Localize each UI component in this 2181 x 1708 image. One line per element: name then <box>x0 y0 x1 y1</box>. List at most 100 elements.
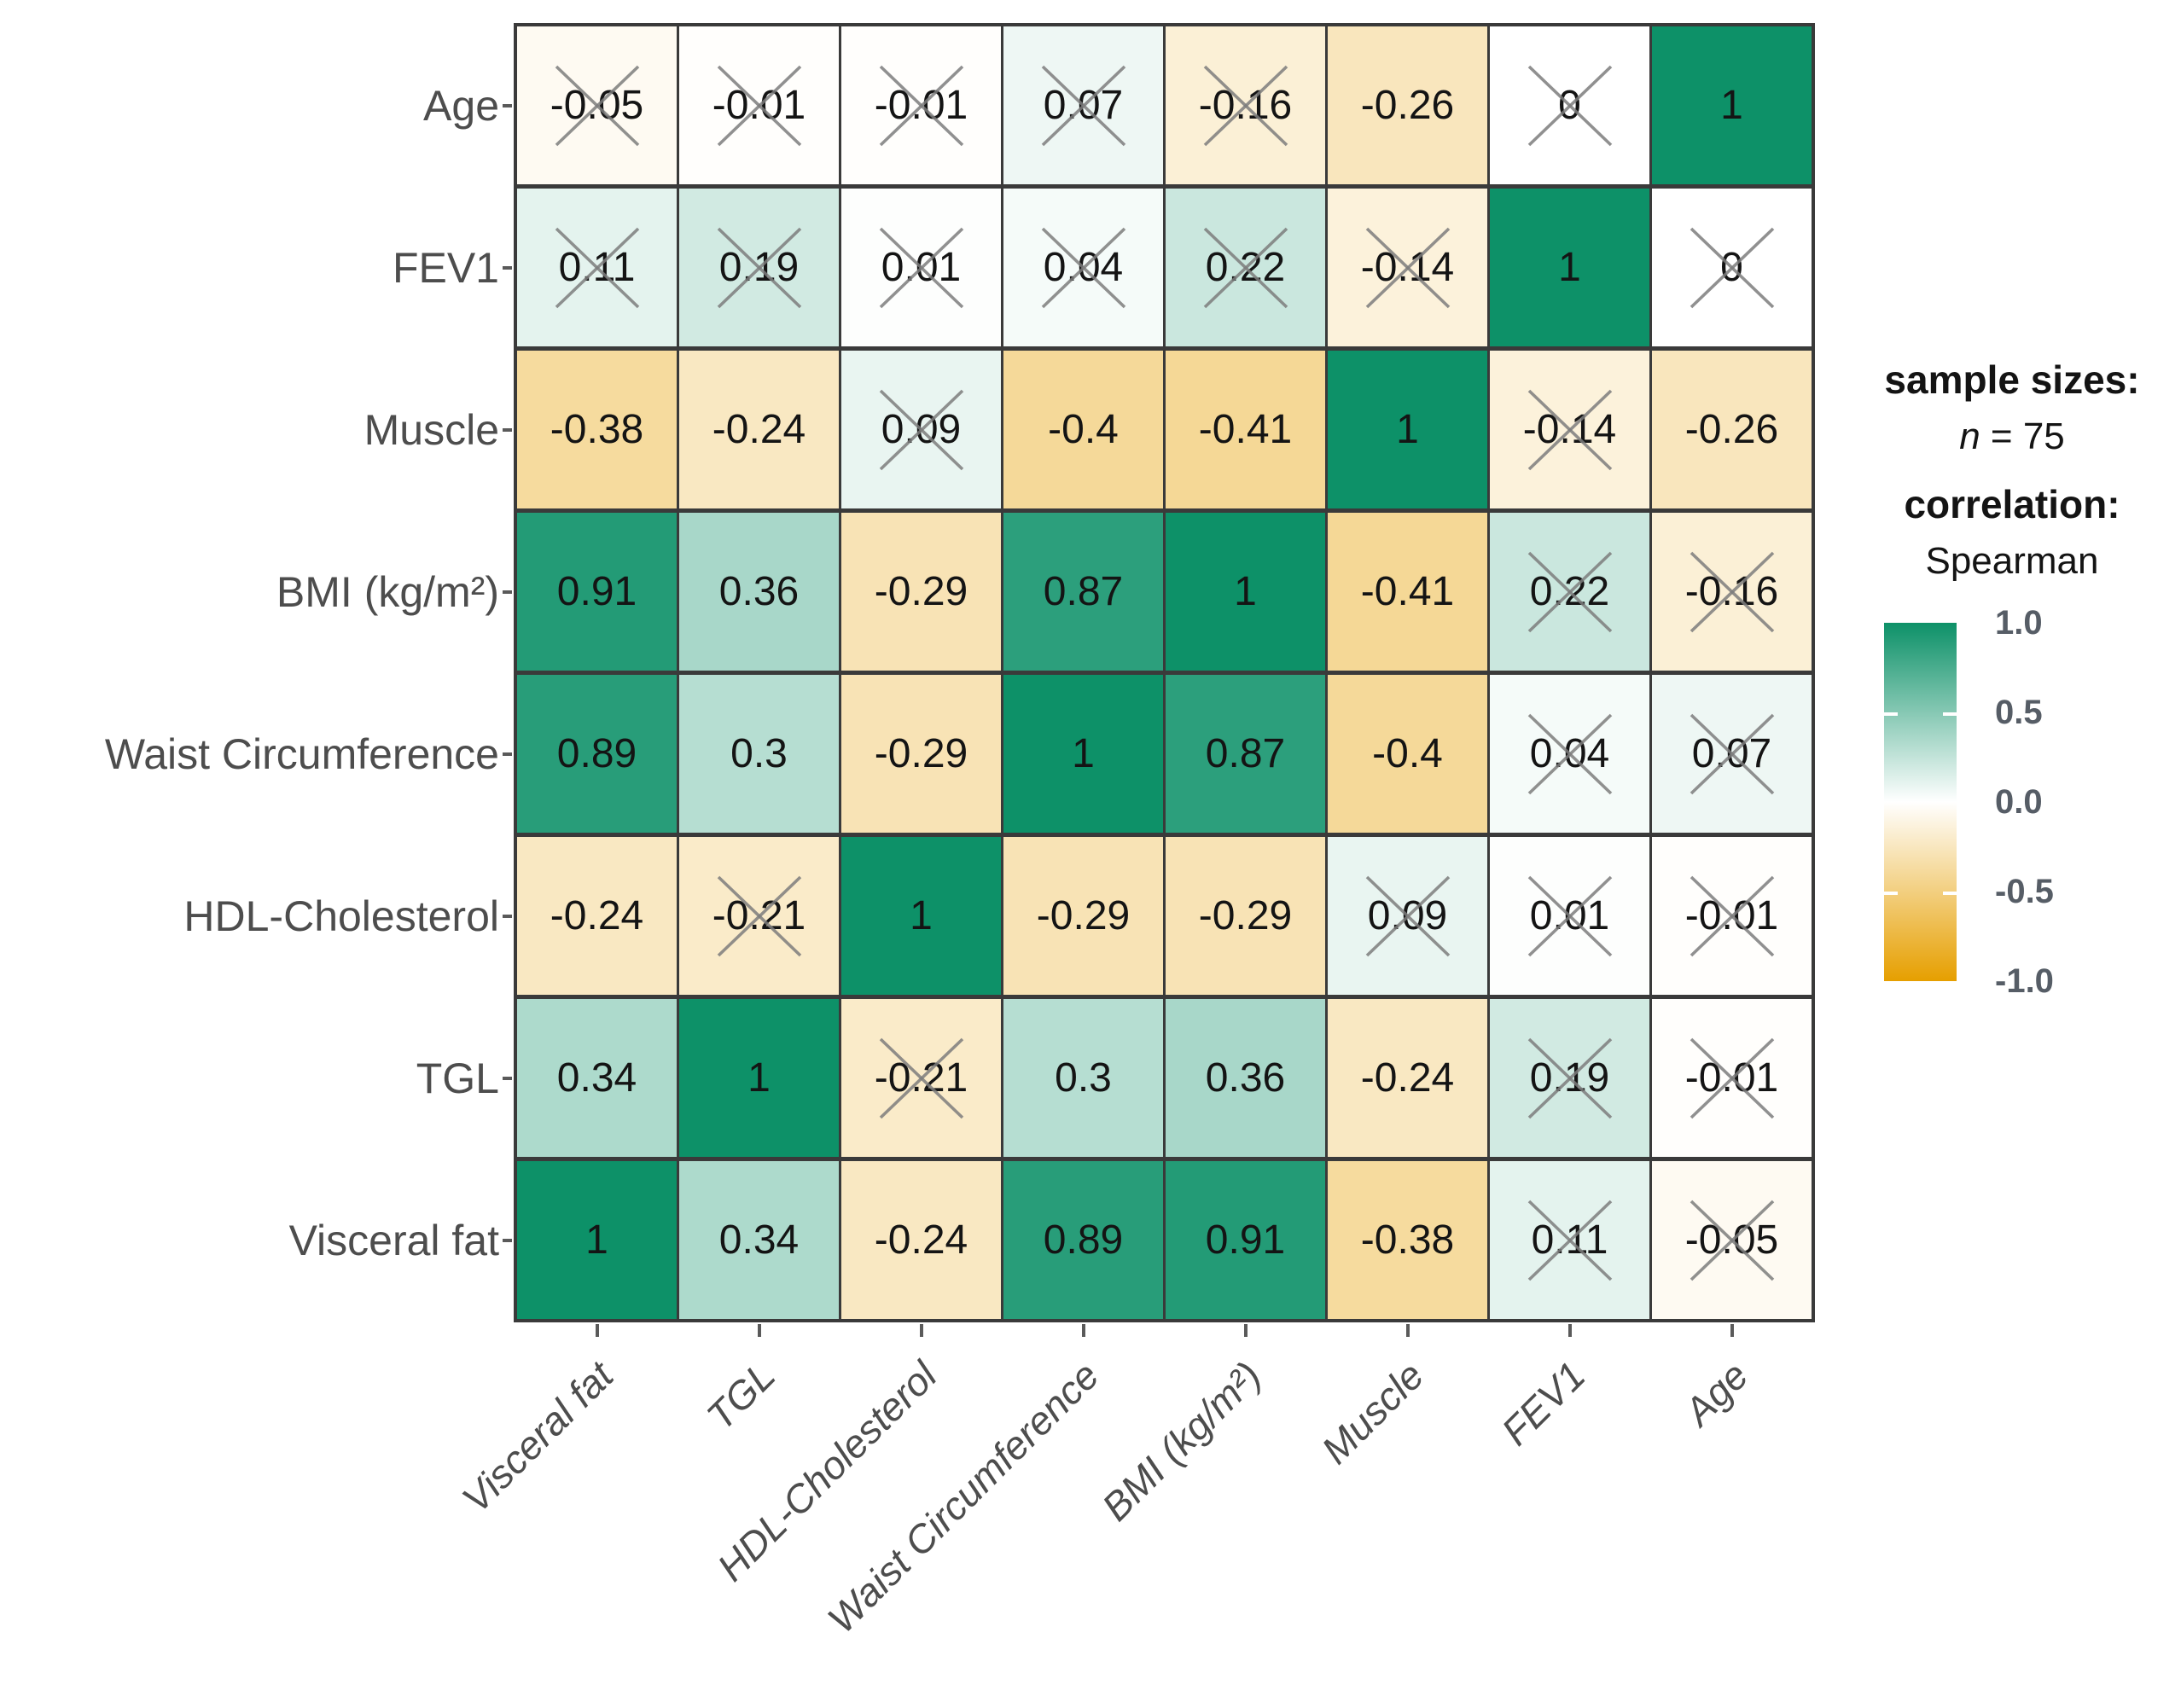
cell-value: -0.01 <box>874 83 968 128</box>
y-axis-tick <box>503 103 512 107</box>
heatmap-cell: -0.21 <box>841 999 1001 1157</box>
cell-value: 0.36 <box>1205 1055 1286 1101</box>
heatmap-cell: 0.11 <box>1490 1161 1649 1319</box>
cell-value: 0 <box>1720 245 1743 290</box>
heatmap-cell: 1 <box>1652 26 1812 184</box>
legend: sample sizes: n = 75 correlation: Spearm… <box>1843 358 2181 1263</box>
x-axis-label: Age <box>1675 1352 1757 1434</box>
cell-value: -0.29 <box>1036 893 1131 938</box>
heatmap-cell: 1 <box>1490 189 1649 346</box>
heatmap-cell: 0.36 <box>679 513 839 671</box>
cell-value: 0.09 <box>1367 893 1448 938</box>
heatmap-cell: 0.34 <box>517 999 677 1157</box>
heatmap-cell: 1 <box>1166 513 1325 671</box>
heatmap-cell: 0.07 <box>1003 26 1163 184</box>
cell-value: -0.29 <box>874 569 968 614</box>
cell-value: -0.4 <box>1372 731 1443 776</box>
cell-value: 0.87 <box>1043 569 1124 614</box>
y-axis-tick <box>503 1076 512 1080</box>
cell-value: -0.05 <box>1684 1217 1779 1263</box>
x-axis-label: BMI (kg/m²) <box>1093 1352 1271 1530</box>
x-axis-tick <box>1081 1324 1085 1337</box>
heatmap-cell: -0.24 <box>1328 999 1487 1157</box>
heatmap-cell: 0.09 <box>841 351 1001 508</box>
heatmap-cell: -0.41 <box>1166 351 1325 508</box>
heatmap-cell: 0.89 <box>517 675 677 833</box>
heatmap-cell: 0.11 <box>517 189 677 346</box>
legend-sample-sizes-label: sample sizes: <box>1884 357 2140 402</box>
cell-value: 0.91 <box>556 569 637 614</box>
colorbar-notch <box>1884 712 1898 716</box>
heatmap-cell: -0.05 <box>517 26 677 184</box>
heatmap-cell: -0.4 <box>1003 351 1163 508</box>
heatmap-cell: -0.21 <box>679 837 839 995</box>
cell-value: -0.01 <box>1684 893 1779 938</box>
heatmap-cell: -0.01 <box>1652 837 1812 995</box>
cell-value: -0.24 <box>874 1217 968 1263</box>
cell-value: 0.3 <box>730 731 788 776</box>
cell-value: 1 <box>910 893 933 938</box>
cell-value: 0 <box>1558 83 1581 128</box>
cell-value: 0.91 <box>1205 1217 1286 1263</box>
cell-value: 0.19 <box>718 245 800 290</box>
heatmap-cell: 0.91 <box>1166 1161 1325 1319</box>
cell-value: 1 <box>1072 731 1095 776</box>
heatmap-cell: -0.26 <box>1328 26 1487 184</box>
cell-value: -0.38 <box>1360 1217 1455 1263</box>
cell-value: 0.09 <box>881 407 962 452</box>
x-axis-label: FEV1 <box>1493 1352 1595 1454</box>
heatmap-cell: -0.16 <box>1166 26 1325 184</box>
cell-value: 0.01 <box>1529 893 1610 938</box>
heatmap-cell: -0.24 <box>841 1161 1001 1319</box>
cell-value: -0.21 <box>874 1055 968 1101</box>
colorbar-tick-label: -0.5 <box>1995 873 2054 910</box>
x-axis-tick <box>919 1324 923 1337</box>
heatmap-cell: -0.29 <box>1003 837 1163 995</box>
heatmap-cell: -0.29 <box>1166 837 1325 995</box>
heatmap-cell: 0.19 <box>1490 999 1649 1157</box>
heatmap-cell: -0.26 <box>1652 351 1812 508</box>
heatmap-cell: -0.24 <box>517 837 677 995</box>
cell-value: -0.14 <box>1522 407 1617 452</box>
cell-value: 1 <box>1720 83 1743 128</box>
x-axis-tick <box>1405 1324 1410 1337</box>
x-axis-label: Waist Circumference <box>819 1352 1108 1641</box>
y-axis-tick <box>503 1238 512 1242</box>
cell-value: 0.04 <box>1529 731 1610 776</box>
colorbar-notch <box>1884 892 1898 895</box>
cell-value: -0.21 <box>712 893 806 938</box>
heatmap-cell: -0.29 <box>841 675 1001 833</box>
heatmap-cell: 0 <box>1490 26 1649 184</box>
x-axis-tick <box>1567 1324 1572 1337</box>
heatmap-cell: 0.19 <box>679 189 839 346</box>
cell-value: 0.07 <box>1691 731 1772 776</box>
x-axis-tick <box>1243 1324 1248 1337</box>
heatmap-cell: -0.24 <box>679 351 839 508</box>
heatmap-cell: -0.14 <box>1490 351 1649 508</box>
legend-method: Spearman <box>1925 540 2099 582</box>
heatmap-cell: -0.14 <box>1328 189 1487 346</box>
heatmap-cell: 0.87 <box>1003 513 1163 671</box>
heatmap-cell: 0.09 <box>1328 837 1487 995</box>
y-axis-label: Waist Circumference <box>104 729 499 778</box>
heatmap-cell: 0.04 <box>1003 189 1163 346</box>
heatmap-cell: 0.36 <box>1166 999 1325 1157</box>
heatmap-cell: 0.22 <box>1490 513 1649 671</box>
heatmap-cell: -0.05 <box>1652 1161 1812 1319</box>
y-axis-tick <box>503 914 512 918</box>
colorbar-notch <box>1943 712 1957 716</box>
cell-value: -0.14 <box>1360 245 1455 290</box>
cell-value: 0.11 <box>558 245 636 290</box>
x-axis-tick <box>1730 1324 1734 1337</box>
cell-value: 0.22 <box>1529 569 1610 614</box>
n-value: = 75 <box>1980 415 2065 457</box>
cell-value: -0.24 <box>712 407 806 452</box>
cell-value: 0.87 <box>1205 731 1286 776</box>
cell-value: -0.16 <box>1198 83 1293 128</box>
y-axis-label: FEV1 <box>392 243 499 292</box>
heatmap-cell: 0.91 <box>517 513 677 671</box>
heatmap-cell: -0.16 <box>1652 513 1812 671</box>
cell-value: -0.4 <box>1048 407 1119 452</box>
cell-value: -0.38 <box>550 407 644 452</box>
legend-sample-size-value: n = 75 <box>1843 415 2181 457</box>
